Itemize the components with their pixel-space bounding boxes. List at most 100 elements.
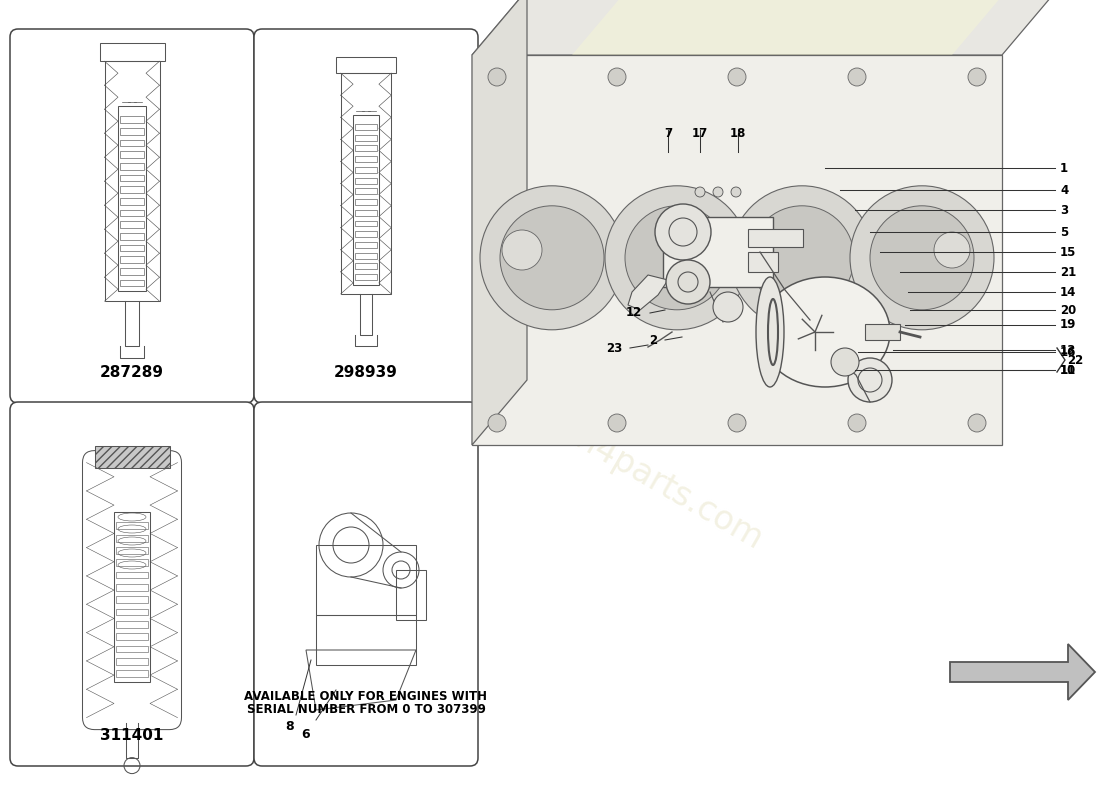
Bar: [120, 245, 144, 251]
Circle shape: [488, 414, 506, 432]
Circle shape: [848, 68, 866, 86]
Circle shape: [502, 230, 542, 270]
Bar: [663, 217, 773, 287]
Text: 7: 7: [664, 127, 672, 140]
Circle shape: [732, 187, 741, 197]
Text: 6: 6: [301, 728, 310, 741]
Bar: [120, 140, 144, 146]
Text: AVAILABLE ONLY FOR ENGINES WITH: AVAILABLE ONLY FOR ENGINES WITH: [244, 690, 487, 703]
Text: 1: 1: [1060, 162, 1068, 174]
Circle shape: [625, 206, 729, 310]
Bar: [120, 233, 144, 239]
Bar: [355, 188, 377, 194]
Bar: [355, 221, 377, 226]
Bar: [355, 167, 377, 173]
Bar: [118, 106, 146, 291]
Circle shape: [730, 186, 875, 330]
Bar: [116, 670, 148, 677]
Circle shape: [480, 186, 624, 330]
Bar: [355, 242, 377, 248]
Text: 287289: 287289: [100, 365, 164, 380]
FancyBboxPatch shape: [254, 29, 478, 403]
Bar: [116, 658, 148, 665]
Circle shape: [713, 292, 743, 322]
Bar: [120, 186, 144, 193]
Bar: [355, 263, 377, 270]
Polygon shape: [628, 275, 668, 310]
Bar: [355, 274, 377, 280]
Bar: [116, 621, 148, 628]
Bar: [120, 280, 144, 286]
Bar: [120, 128, 144, 134]
Bar: [120, 151, 144, 158]
FancyBboxPatch shape: [10, 29, 254, 403]
Text: 3: 3: [1060, 203, 1068, 217]
Bar: [341, 73, 392, 294]
Text: 15: 15: [1060, 246, 1077, 258]
Bar: [355, 231, 377, 237]
Text: 5: 5: [1060, 226, 1068, 238]
Text: 21: 21: [1060, 266, 1076, 278]
Circle shape: [605, 186, 749, 330]
Bar: [865, 324, 900, 340]
Bar: [95, 446, 169, 467]
Bar: [104, 62, 160, 301]
Circle shape: [608, 68, 626, 86]
Bar: [353, 114, 378, 285]
Bar: [355, 124, 377, 130]
Circle shape: [728, 414, 746, 432]
FancyBboxPatch shape: [10, 402, 254, 766]
Circle shape: [830, 348, 859, 376]
Text: 18: 18: [729, 127, 746, 140]
Circle shape: [654, 204, 711, 260]
Bar: [120, 117, 144, 123]
Circle shape: [695, 187, 705, 197]
Circle shape: [666, 260, 710, 304]
Text: 16: 16: [1060, 346, 1077, 358]
Circle shape: [848, 414, 866, 432]
Text: 11: 11: [1060, 363, 1076, 377]
Polygon shape: [572, 0, 1006, 55]
Text: 2: 2: [649, 334, 657, 346]
Circle shape: [870, 206, 974, 310]
Text: 4: 4: [1060, 183, 1068, 197]
Polygon shape: [472, 0, 1057, 55]
Text: 17: 17: [692, 127, 708, 140]
Bar: [116, 609, 148, 615]
Circle shape: [500, 206, 604, 310]
Circle shape: [850, 186, 994, 330]
Text: 8: 8: [286, 720, 295, 733]
Bar: [120, 257, 144, 263]
Bar: [116, 634, 148, 640]
Bar: [748, 252, 778, 272]
Bar: [116, 534, 148, 542]
Bar: [114, 512, 150, 682]
Bar: [396, 570, 426, 620]
Bar: [355, 178, 377, 183]
Circle shape: [968, 68, 986, 86]
Polygon shape: [950, 644, 1094, 700]
Text: 10: 10: [1060, 363, 1076, 377]
Bar: [120, 163, 144, 170]
Bar: [116, 584, 148, 590]
Polygon shape: [472, 0, 527, 445]
Polygon shape: [472, 55, 1002, 445]
Bar: [355, 156, 377, 162]
Circle shape: [608, 414, 626, 432]
Text: 20: 20: [1060, 303, 1076, 317]
Ellipse shape: [756, 277, 784, 387]
Bar: [99, 43, 165, 62]
Text: 23: 23: [606, 342, 621, 354]
Bar: [116, 522, 148, 530]
Bar: [355, 146, 377, 151]
Bar: [120, 268, 144, 274]
Text: 14: 14: [1060, 286, 1077, 298]
Bar: [116, 572, 148, 578]
Text: 311401: 311401: [100, 728, 164, 743]
Text: 22: 22: [1067, 354, 1084, 366]
Bar: [120, 198, 144, 205]
Bar: [116, 547, 148, 554]
Circle shape: [728, 68, 746, 86]
Bar: [120, 174, 144, 182]
FancyBboxPatch shape: [254, 402, 478, 766]
